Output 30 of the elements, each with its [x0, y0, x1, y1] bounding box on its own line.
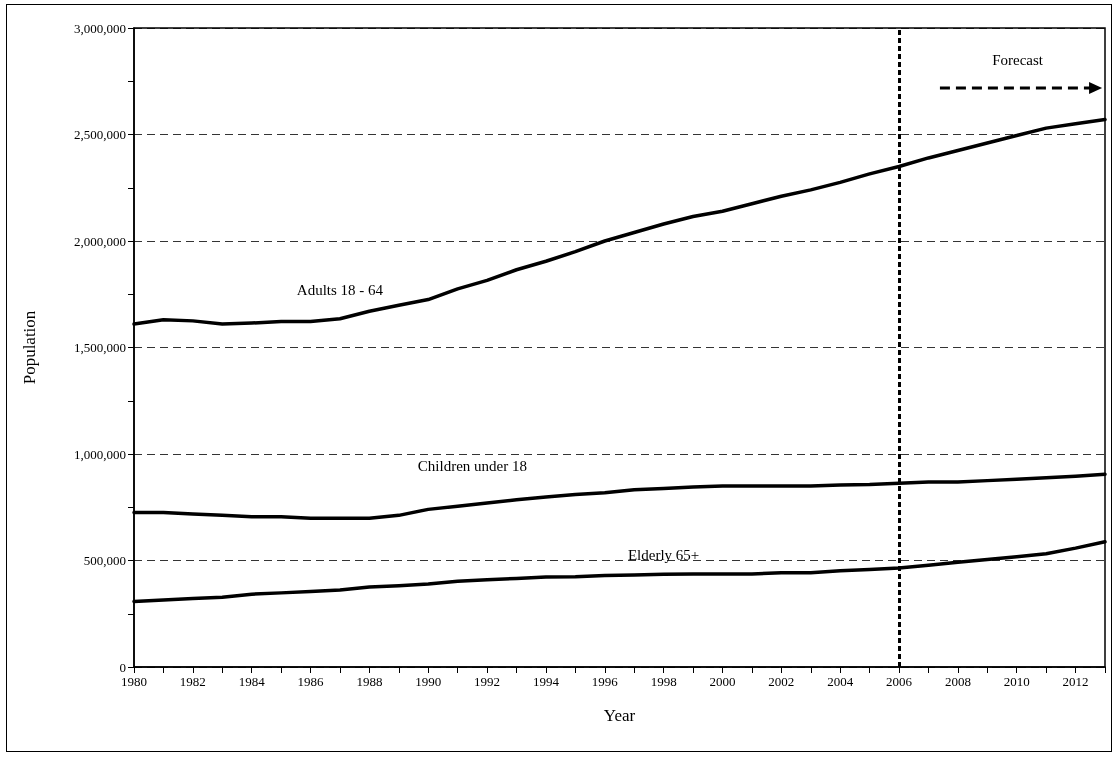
x-tick-label: 1996: [591, 674, 619, 689]
x-tick-label: 2004: [827, 674, 854, 689]
x-tick-label: 1990: [415, 674, 442, 689]
annotation: Forecast: [992, 51, 1044, 68]
x-tick-label: 1986: [297, 674, 325, 689]
x-tick-label: 1994: [532, 674, 560, 689]
y-tick-label: 3,000,000: [74, 20, 126, 36]
y-tick-label: 2,000,000: [74, 233, 126, 249]
x-tick-label: 1988: [356, 674, 383, 689]
x-tick-label: 1992: [474, 674, 501, 689]
x-tick-label: 2002: [768, 674, 795, 689]
y-tick-label: 0: [119, 659, 126, 675]
y-axis-title: Population: [20, 310, 39, 385]
x-tick-label: 1998: [650, 674, 677, 689]
y-tick-label: 1,000,000: [74, 446, 126, 462]
series-label: Adults 18 - 64: [296, 281, 384, 298]
x-tick-label: 1984: [238, 674, 266, 689]
x-tick-label: 2008: [944, 674, 971, 689]
y-tick-label: 500,000: [83, 553, 126, 568]
x-tick-label: 2012: [1062, 674, 1089, 689]
y-tick-label: 2,500,000: [74, 127, 126, 142]
x-axis-title: Year: [603, 706, 636, 725]
x-tick-label: 1982: [179, 674, 206, 689]
series-label: Elderly 65+: [627, 546, 700, 563]
x-tick-label: 1980: [121, 674, 147, 689]
x-tick-label: 2000: [709, 674, 736, 689]
y-tick-label: 1,500,000: [74, 340, 126, 355]
x-tick-label: 2010: [1003, 674, 1030, 689]
series-label: Children under 18: [417, 457, 527, 474]
x-tick-label: 2006: [886, 674, 913, 689]
